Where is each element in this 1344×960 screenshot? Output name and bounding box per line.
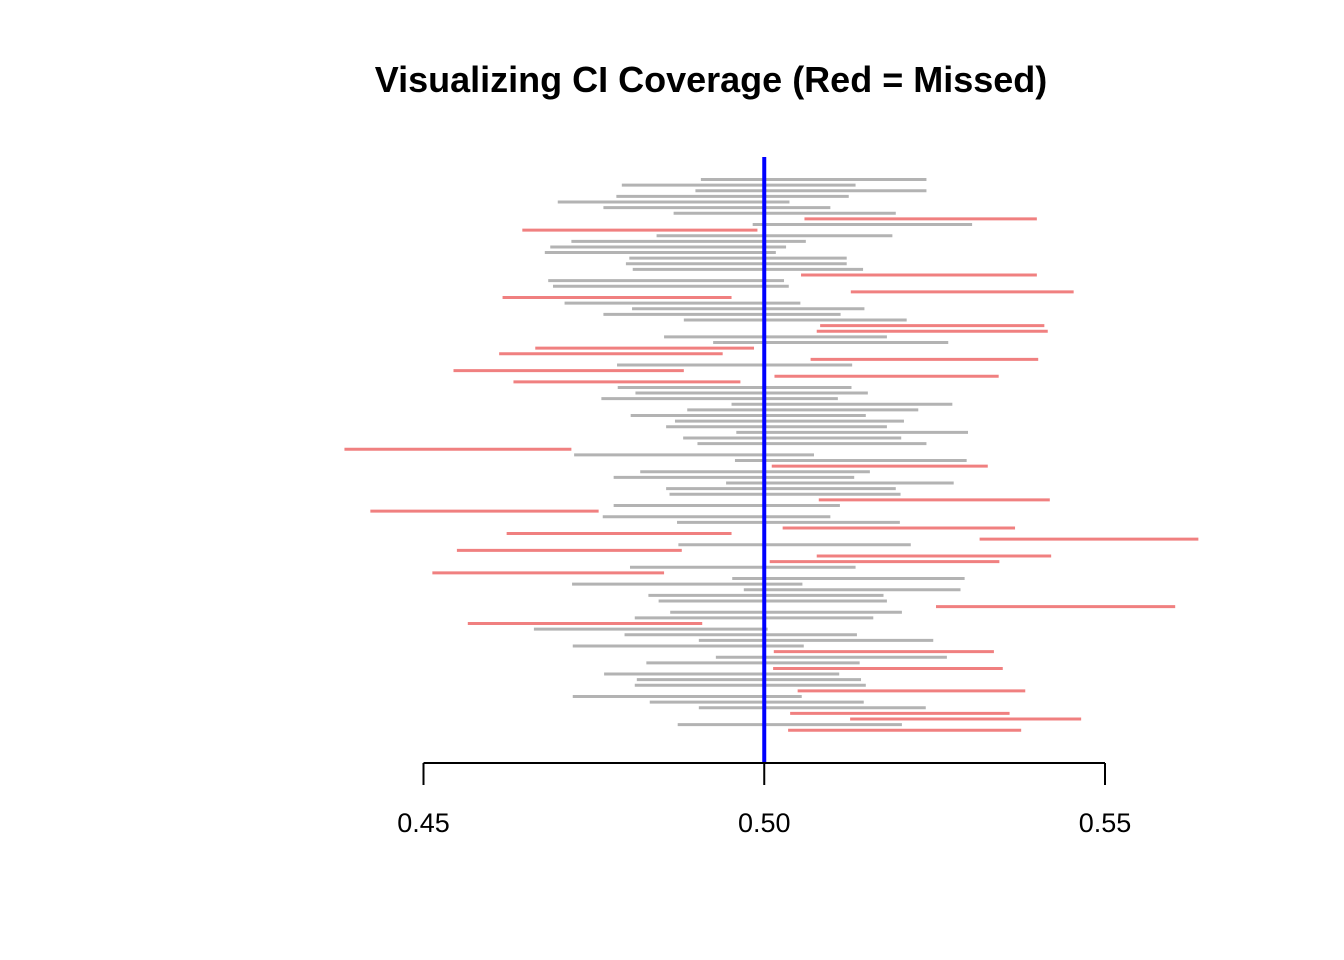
x-tick-label: 0.50 xyxy=(738,808,791,838)
chart-title: Visualizing CI Coverage (Red = Missed) xyxy=(375,59,1048,100)
x-tick-label: 0.55 xyxy=(1079,808,1132,838)
x-tick-label: 0.45 xyxy=(397,808,450,838)
x-axis: 0.45 0.50 0.55 xyxy=(397,762,1132,838)
intervals-layer xyxy=(344,178,1199,732)
